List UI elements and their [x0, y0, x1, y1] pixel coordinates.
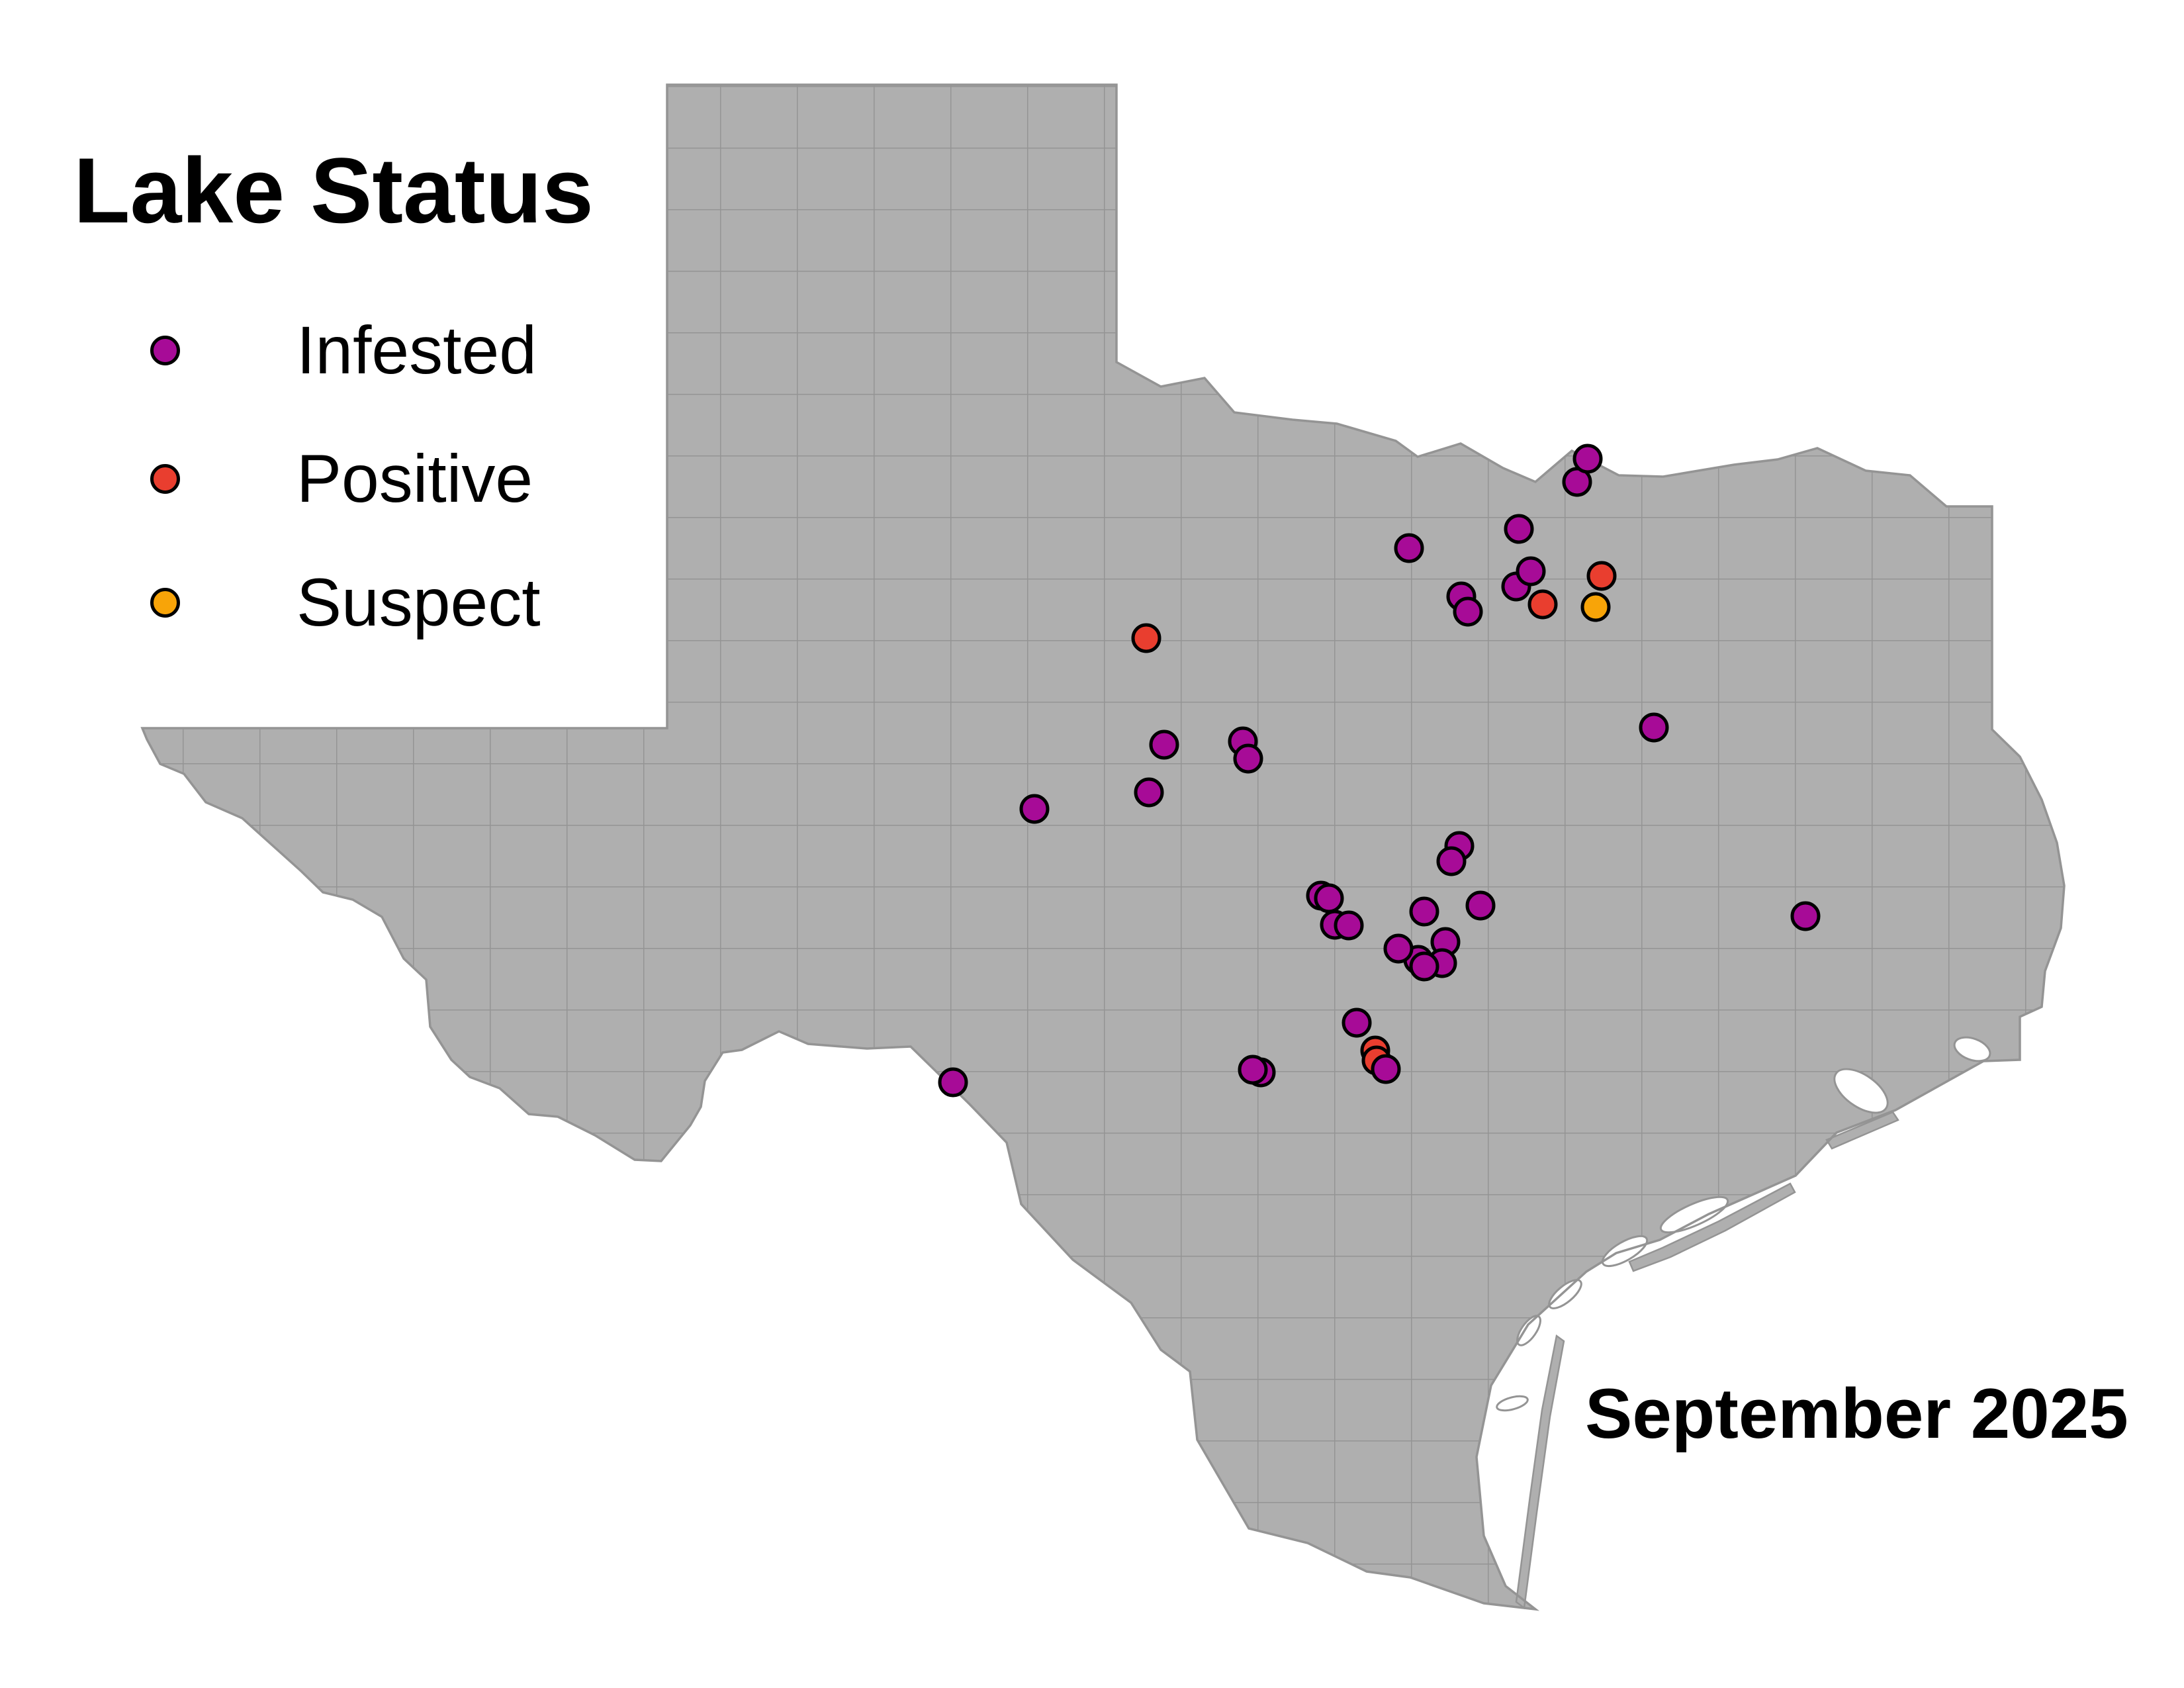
legend-title: Lake Status: [73, 138, 594, 242]
lake-dot-suspect: [1580, 592, 1611, 622]
lake-dot-infested: [1334, 910, 1364, 941]
lake-dot-infested: [1453, 596, 1483, 627]
lake-status-dots: [938, 444, 1821, 1098]
lake-dot-infested: [1409, 896, 1439, 927]
lake-dot-infested: [1238, 1055, 1268, 1085]
lake-dot-infested: [1504, 514, 1534, 544]
legend-label-positive: Positive: [296, 441, 533, 516]
lake-dot-infested: [1383, 933, 1414, 964]
lake-dot-infested: [938, 1067, 968, 1098]
lake-dot-infested: [1371, 1054, 1401, 1084]
galveston-bay: [1833, 1068, 1889, 1114]
lake-dot-positive: [1527, 589, 1558, 620]
positive-dot-icon: [150, 463, 180, 494]
galveston-island: [1825, 1111, 1899, 1150]
lake-dot-infested: [1342, 1008, 1372, 1038]
lake-dot-infested: [1465, 890, 1496, 921]
lake-dot-infested: [1134, 777, 1164, 808]
lake-dot-infested: [1409, 951, 1439, 982]
legend-label-infested: Infested: [296, 312, 537, 388]
lake-dot-infested: [1149, 729, 1179, 760]
lake-dot-infested: [1314, 883, 1344, 914]
date-caption: September 2025: [1585, 1374, 2128, 1453]
padre-island: [1515, 1334, 1565, 1610]
lake-dot-positive: [1586, 561, 1617, 591]
baffin-bay: [1496, 1395, 1529, 1412]
aransas-bay: [1548, 1279, 1582, 1309]
lake-dot-infested: [1516, 556, 1546, 586]
matagorda-bay: [1659, 1196, 1729, 1234]
legend-item-suspect: Suspect: [150, 569, 541, 636]
lake-dot-infested: [1019, 794, 1050, 824]
suspect-dot-icon: [150, 587, 180, 618]
lake-dot-infested: [1394, 533, 1424, 563]
legend-label-suspect: Suspect: [296, 565, 541, 640]
sabine-lake-bay: [1953, 1036, 1991, 1062]
infested-dot-icon: [150, 335, 180, 365]
lake-dot-infested: [1436, 846, 1467, 876]
lake-dot-infested: [1233, 743, 1263, 774]
lake-dot-positive: [1131, 623, 1161, 653]
lake-dot-infested: [1639, 712, 1669, 743]
lake-dot-infested: [1572, 444, 1603, 474]
lake-dot-infested: [1790, 901, 1821, 931]
legend-item-positive: Positive: [150, 445, 533, 512]
legend-item-infested: Infested: [150, 316, 537, 384]
matagorda-island: [1628, 1182, 1796, 1272]
